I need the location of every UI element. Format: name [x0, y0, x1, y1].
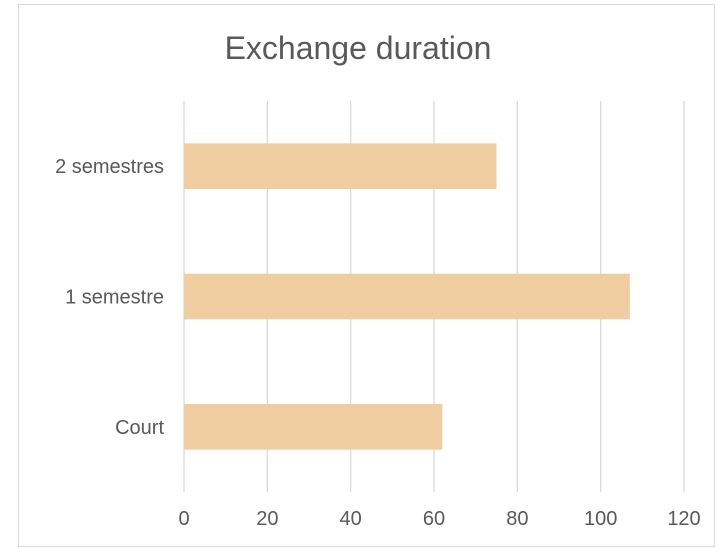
bar-court	[184, 404, 443, 450]
x-tick-label: 120	[667, 508, 700, 530]
x-tick-label: 40	[340, 508, 362, 530]
bar-2-semestres	[184, 143, 497, 189]
x-tick-label: 60	[423, 508, 445, 530]
chart-title: Exchange duration	[224, 30, 492, 66]
x-tick-label: 20	[256, 508, 278, 530]
labels: 0 20 40 60 80 100 120 2 semestres 1 semestre Cour…	[55, 156, 701, 530]
x-tick-label: 80	[506, 508, 528, 530]
category-label: 2 semestres	[55, 156, 164, 178]
category-label: 1 semestre	[65, 287, 164, 309]
x-tick-label: 100	[584, 508, 617, 530]
bars	[184, 143, 630, 450]
category-label: Court	[115, 417, 164, 439]
bar-1-semestre	[184, 273, 630, 320]
x-tick-label: 0	[178, 508, 189, 530]
